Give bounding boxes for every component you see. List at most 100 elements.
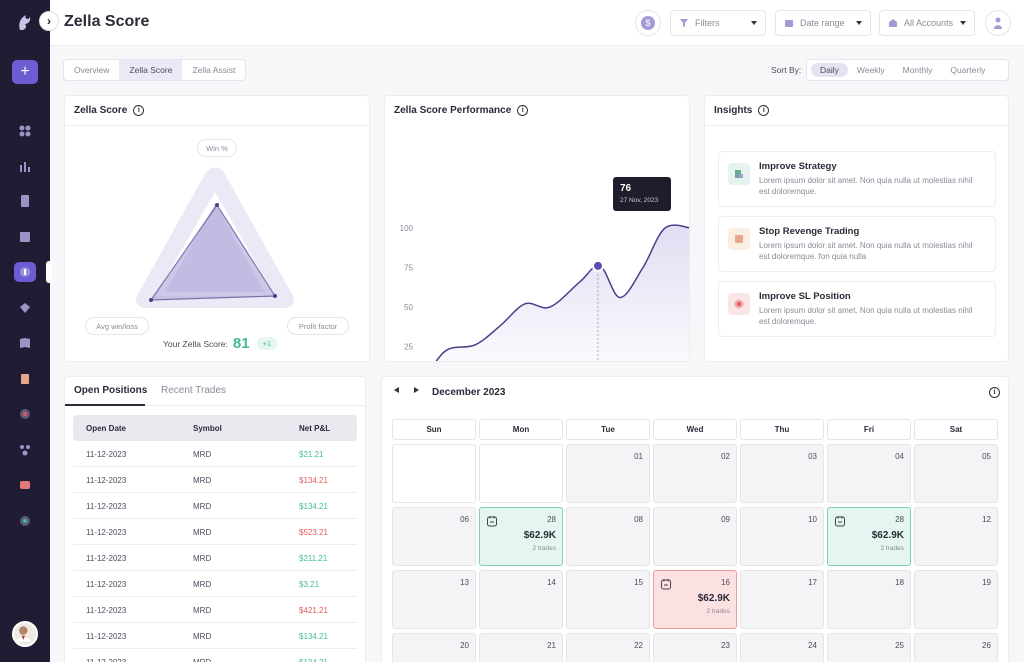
info-icon[interactable]: i [517, 105, 529, 116]
table-row[interactable]: 11-12-2023 MRD $421.21 [73, 597, 357, 623]
filters-dropdown[interactable]: Filters [670, 10, 766, 36]
col-open-date: Open Date [86, 424, 127, 433]
target-nav-icon[interactable] [17, 407, 33, 421]
tab-overview[interactable]: Overview [74, 65, 110, 75]
sort-weekly[interactable]: Weekly [856, 65, 885, 75]
tab-zella-assist[interactable]: Zella Assist [192, 65, 236, 75]
calendar-day[interactable]: 05 [914, 444, 998, 503]
performance-chart: 1007550250 12:00 AM01:00 AM02:00 AM03:00… [400, 224, 689, 361]
axis-win-rate: Win % [197, 139, 237, 157]
tab-open-positions[interactable]: Open Positions [74, 385, 148, 396]
calendar-day[interactable]: 16 $62.9K 2 trades [653, 570, 737, 629]
insight-item[interactable]: Improve SL Position Lorem ipsum dolor si… [718, 281, 996, 337]
journal-icon[interactable] [17, 194, 33, 208]
calendar-day[interactable]: 10 [740, 507, 824, 566]
sort-quarterly[interactable]: Quarterly [950, 65, 986, 75]
backtest-icon[interactable] [17, 372, 33, 386]
analytics-icon[interactable] [17, 230, 33, 244]
calendar-day[interactable]: 15 [566, 570, 650, 629]
info-icon[interactable]: i [133, 105, 145, 116]
calendar-day[interactable]: 03 [740, 444, 824, 503]
calendar-day[interactable]: 06 [392, 507, 476, 566]
currency-button[interactable]: $ [635, 10, 661, 36]
sidebar-toggle-button[interactable]: › [39, 11, 59, 31]
calendar-day[interactable]: 21 [479, 633, 563, 662]
calendar-day[interactable]: 23 [653, 633, 737, 662]
calendar-day[interactable]: 08 [566, 507, 650, 566]
cell-open-date: 11-12-2023 [86, 502, 127, 511]
calendar-icon [784, 18, 794, 28]
table-row[interactable]: 11-12-2023 MRD $3.21 [73, 571, 357, 597]
add-trade-button[interactable]: + [12, 60, 38, 84]
tab-recent-trades[interactable]: Recent Trades [161, 385, 227, 396]
dashboard-icon[interactable] [17, 124, 33, 138]
calendar-day[interactable]: 19 [914, 570, 998, 629]
playbook-icon[interactable] [17, 301, 33, 315]
user-menu-button[interactable] [985, 10, 1011, 36]
calendar-day[interactable]: 28 $62.9K 2 trades [827, 507, 911, 566]
prev-month-icon[interactable] [394, 387, 399, 393]
calendar-day[interactable]: 09 [653, 507, 737, 566]
zella-score-card: Zella Score i Win % Avg win/loss Profit f… [64, 95, 370, 362]
calendar-day[interactable] [479, 444, 563, 503]
reports-icon[interactable] [17, 159, 33, 173]
calendar-day[interactable]: 01 [566, 444, 650, 503]
calendar-day[interactable]: 20 [392, 633, 476, 662]
calendar-day[interactable]: 28 $62.9K 2 trades [479, 507, 563, 566]
cell-open-date: 11-12-2023 [86, 632, 127, 641]
table-row[interactable]: 11-12-2023 MRD $21.21 [73, 441, 357, 467]
avatar[interactable] [12, 621, 38, 647]
calendar-day[interactable]: 02 [653, 444, 737, 503]
insight-item[interactable]: Stop Revenge Trading Lorem ipsum dolor s… [718, 216, 996, 272]
calendar-day[interactable]: 26 [914, 633, 998, 662]
performance-card: Zella Score Performance i 1007550250 12:0… [384, 95, 690, 362]
info-icon[interactable]: i [758, 105, 770, 116]
table-row[interactable]: 11-12-2023 MRD $134.21 [73, 623, 357, 649]
calendar-day[interactable]: 13 [392, 570, 476, 629]
calendar-day[interactable]: 18 [827, 570, 911, 629]
strategy-icon [728, 163, 750, 185]
community-icon[interactable] [17, 443, 33, 457]
day-number: 01 [634, 452, 643, 461]
insight-item[interactable]: Improve Strategy Lorem ipsum dolor sit a… [718, 151, 996, 207]
sort-daily[interactable]: Daily [811, 63, 848, 77]
calendar-day[interactable]: 24 [740, 633, 824, 662]
table-row[interactable]: 11-12-2023 MRD $134.21 [73, 649, 357, 662]
chevron-down-icon [856, 21, 862, 25]
notebook-icon[interactable] [17, 336, 33, 350]
day-number: 20 [460, 641, 469, 650]
day-number: 15 [634, 578, 643, 587]
calendar-day[interactable]: 22 [566, 633, 650, 662]
day-number: 05 [982, 452, 991, 461]
calendar-day[interactable]: 14 [479, 570, 563, 629]
accounts-dropdown[interactable]: All Accounts [879, 10, 975, 36]
calendar-day[interactable]: 17 [740, 570, 824, 629]
tab-zella-score[interactable]: Zella Score [119, 60, 183, 80]
calendar-day[interactable]: 04 [827, 444, 911, 503]
day-number: 09 [721, 515, 730, 524]
calendar-day[interactable]: 12 [914, 507, 998, 566]
table-row[interactable]: 11-12-2023 MRD $523.21 [73, 519, 357, 545]
cell-net-pnl: $211.21 [299, 554, 328, 563]
sort-monthly[interactable]: Monthly [902, 65, 933, 75]
day-number: 23 [721, 641, 730, 650]
calendar-day[interactable]: 25 [827, 633, 911, 662]
user-icon [994, 17, 1002, 29]
date-range-dropdown[interactable]: Date range [775, 10, 871, 36]
logo-icon [14, 12, 36, 32]
calendar-day[interactable] [392, 444, 476, 503]
card-title: Zella Score Performance [394, 105, 512, 116]
next-month-icon[interactable] [414, 387, 419, 393]
page-title: Zella Score [64, 13, 150, 30]
chart-tooltip: 76 27 Nov, 2023 [613, 177, 671, 211]
zella-score-icon[interactable] [17, 265, 33, 279]
table-row[interactable]: 11-12-2023 MRD $134.21 [73, 493, 357, 519]
table-row[interactable]: 11-12-2023 MRD $211.21 [73, 545, 357, 571]
table-row[interactable]: 11-12-2023 MRD $134.21 [73, 467, 357, 493]
cell-symbol: MRD [193, 528, 212, 537]
video-icon[interactable] [17, 478, 33, 492]
cell-open-date: 11-12-2023 [86, 554, 127, 563]
resources-icon[interactable] [17, 514, 33, 528]
insight-title: Stop Revenge Trading [759, 226, 860, 237]
info-icon[interactable]: i [989, 387, 1000, 398]
